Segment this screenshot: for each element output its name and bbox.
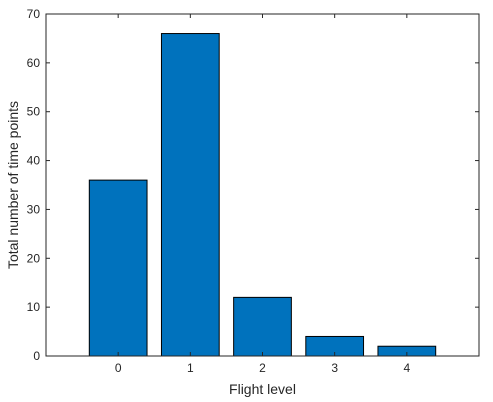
x-tick-label: 0 <box>115 361 122 375</box>
x-tick-label: 1 <box>187 361 194 375</box>
y-tick-label: 20 <box>27 251 41 265</box>
tick-labels: 0 10 20 30 40 50 60 70 0 1 2 3 4 <box>27 7 411 375</box>
y-tick-label: 10 <box>27 300 41 314</box>
bars <box>88 33 437 357</box>
y-tick-label: 60 <box>27 56 41 70</box>
y-tick-label: 50 <box>27 105 41 119</box>
x-tick-label: 4 <box>403 361 410 375</box>
y-tick-label: 40 <box>27 154 41 168</box>
x-tick-label: 3 <box>331 361 338 375</box>
axes <box>45 13 480 357</box>
y-tick-label: 70 <box>27 7 41 21</box>
x-tick-label: 2 <box>259 361 266 375</box>
bar-1 <box>160 33 220 357</box>
y-tick-label: 30 <box>27 202 41 216</box>
y-axis-label: Total number of time points <box>5 101 21 269</box>
y-tick-label: 0 <box>33 349 40 363</box>
x-axis-label: Flight level <box>229 381 296 397</box>
bar-0 <box>88 179 148 357</box>
bar-2 <box>233 296 292 357</box>
